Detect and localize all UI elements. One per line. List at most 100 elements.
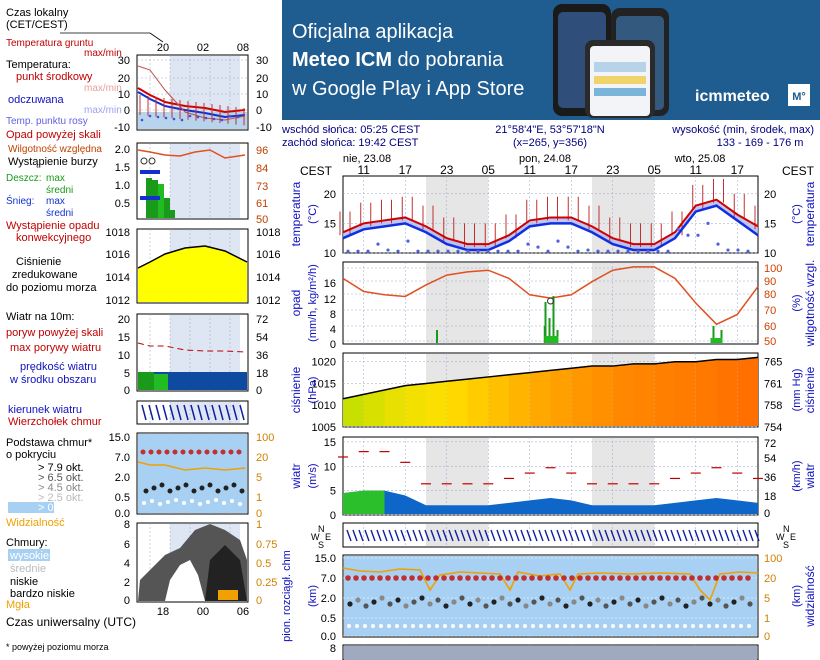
banner-line3: w Google Play i App Store (291, 78, 524, 100)
wind-dir-arrow (424, 529, 430, 542)
cb-white-dot (387, 624, 391, 628)
pressure-fill-seg (529, 370, 551, 426)
wind-dir-arrow (442, 529, 448, 542)
legend-press-right-tick: 1016 (256, 249, 280, 261)
legend-wind-arrow (169, 404, 175, 421)
dew-point-dot (386, 248, 390, 252)
cb-white-dot (379, 624, 383, 628)
dew-point-dot (516, 249, 520, 253)
cb-red-dot (425, 575, 431, 581)
cb-white-dot (443, 624, 447, 628)
dew-point-dot (666, 249, 670, 253)
pressure-fill-seg (695, 359, 717, 426)
legend-cb-red-dot (156, 449, 162, 455)
cb-red-dot (665, 575, 671, 581)
legend-cl-high-bg (8, 549, 50, 561)
vis-ylabel: widzialność (803, 565, 817, 627)
press-ylabel-right: ciśnienie (803, 366, 817, 413)
legend-cb-black-dot (199, 485, 205, 491)
legend-temp-left-tick: 10 (118, 89, 130, 101)
cb-gray-dot (595, 597, 601, 603)
legend-dew-point (220, 118, 224, 122)
pressure-fill-seg (633, 363, 655, 426)
legend-wind-fill-green2 (154, 374, 168, 390)
cb-gray-dot (459, 595, 465, 601)
cb-white-dot (635, 624, 639, 628)
cb-white-dot (683, 624, 687, 628)
humid-unit: (%) (791, 294, 803, 311)
legend-storm-mark (140, 157, 148, 165)
cb-white-dot (515, 624, 519, 628)
legend-cb-red-dot (212, 449, 218, 455)
cb-red-dot (545, 575, 551, 581)
pressure-fill-seg (488, 374, 509, 426)
legend-wind-left-tick: 10 (118, 350, 130, 362)
bottom-tick: 8 (330, 643, 336, 655)
cb-red-dot (465, 575, 471, 581)
dew-point-dot (546, 249, 550, 253)
legend-local-tick-20: 20 (157, 42, 169, 54)
dew-point-dot (416, 249, 420, 253)
wind-left-tick: 10 (324, 461, 336, 473)
legend-utc-tick: 06 (237, 606, 249, 618)
legend-cl-left-tick: 6 (124, 539, 130, 551)
wind-dir-arrow (358, 529, 364, 542)
legend-wind-speed: prędkość wiatru (20, 361, 97, 373)
cb-white-dot (507, 624, 511, 628)
pressure-fill-seg (384, 385, 406, 426)
legend-temp-mid: punkt środkowy (16, 71, 93, 83)
banner-line2-rest: do pobrania (392, 49, 504, 71)
legend-cb-black-dot (151, 485, 157, 491)
legend-wind-arrow (141, 404, 147, 421)
legend-fog-bar (218, 590, 238, 600)
legend-okt-3: > 2.5 okt. (38, 492, 84, 504)
legend-cb-red-dot (148, 449, 154, 455)
compass-n-left: N (318, 524, 325, 534)
cb-white-dot (667, 624, 671, 628)
main-winddir-frame (342, 522, 759, 548)
wind-dir-arrow (382, 529, 388, 542)
legend-dew-point (196, 115, 200, 119)
legend-wind-right-tick: 72 (256, 314, 268, 326)
legend-utc-label: Czas uniwersalny (UTC) (6, 615, 136, 629)
legend-cl-black (205, 545, 247, 601)
wind-dir-arrow (436, 529, 442, 542)
legend-cl-left-tick: 8 (124, 519, 130, 531)
wind-dir-arrow (616, 529, 622, 542)
dew-point-dot (396, 249, 400, 253)
precip-left-tick: 0 (330, 339, 336, 351)
legend-press-right-tick: 1012 (256, 295, 280, 307)
wind-dir-arrow (592, 529, 598, 542)
hour-tick: 17 (565, 163, 579, 177)
dew-point-dot (476, 249, 480, 253)
legend-cb-red-dot (204, 449, 210, 455)
press-left-tick: 1020 (312, 357, 336, 369)
main-precip-night (592, 263, 655, 343)
precip-ylabel: opad (289, 290, 303, 317)
banner-logo-badge (788, 84, 810, 106)
pressure-fill-seg (550, 368, 572, 426)
legend-storm-mark2 (148, 157, 156, 165)
main-wind-night (426, 438, 489, 514)
cb-gray-dot (451, 599, 457, 605)
main-precip-night (426, 263, 489, 343)
legend-cb-red-dot (220, 449, 226, 455)
cb-red-dot (409, 575, 415, 581)
legend-cb-black-dot (223, 485, 229, 491)
cb-white-dot (523, 624, 527, 628)
legend-ground-line (137, 65, 246, 121)
legend-press-right-tick: 1014 (256, 272, 280, 284)
legend-cb-red-dot (188, 449, 194, 455)
wind-right-tick: 18 (764, 491, 776, 503)
cb-red-dot (745, 575, 751, 581)
cb-white-dot (555, 624, 559, 628)
humid-right-tick: 70 (764, 305, 776, 317)
humid-right-tick: 90 (764, 276, 776, 288)
pressure-fill-seg (612, 363, 634, 426)
legend-wind-speed-2: w środku obszaru (9, 374, 96, 386)
legend-temp-ground-2: max/min (84, 48, 122, 59)
precip-left-tick: 12 (324, 294, 336, 306)
app-banner[interactable]: Oficjalna aplikacja Meteo ICM do pobrani… (282, 0, 820, 120)
dew-point-dot (506, 249, 510, 253)
dew-point-dot (586, 248, 590, 252)
